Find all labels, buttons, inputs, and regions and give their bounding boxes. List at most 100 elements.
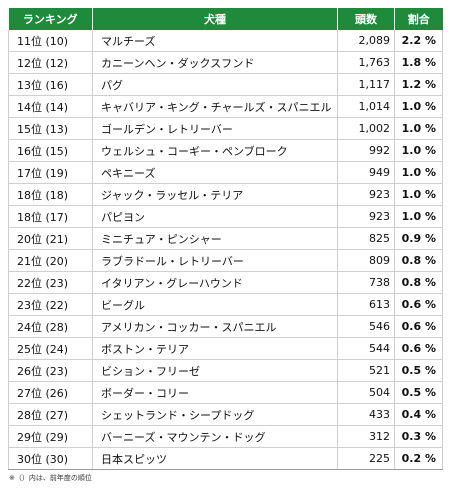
rank-cell: 18位 (18) [8,183,93,206]
count-cell: 544 [337,337,395,360]
table-row: 18位 (17) パピヨン 923 1.0 % [8,205,443,228]
table-row: 30位 (30) 日本スピッツ 225 0.2 % [8,447,443,470]
rank-cell: 11位 (10) [8,30,93,52]
breed-cell: ゴールデン・レトリーバー [92,117,338,140]
count-cell: 1,014 [337,95,395,118]
share-cell: 0.8 % [394,249,443,272]
breed-cell: ボーダー・コリー [92,381,338,404]
table-row: 13位 (16) パグ 1,117 1.2 % [8,73,443,96]
table-row: 20位 (21) ミニチュア・ピンシャー 825 0.9 % [8,227,443,250]
breed-ranking-table: ランキング 犬種 頭数 割合 11位 (10) マルチーズ 2,089 2.2 % 12… [8,8,443,470]
footnote: ※（）内は、前年度の順位 [9,474,92,482]
count-cell: 504 [337,381,395,404]
rank-cell: 23位 (22) [8,293,93,316]
table-row: 12位 (12) カニーンヘン・ダックスフンド 1,763 1.8 % [8,51,443,74]
table-row: 16位 (15) ウェルシュ・コーギー・ペンブローク 992 1.0 % [8,139,443,162]
table-body: 11位 (10) マルチーズ 2,089 2.2 % 12位 (12) カニーンヘン・ダッ… [8,30,443,470]
share-cell: 1.0 % [394,95,443,118]
count-cell: 992 [337,139,395,162]
table-row: 15位 (13) ゴールデン・レトリーバー 1,002 1.0 % [8,117,443,140]
rank-cell: 14位 (14) [8,95,93,118]
table-row: 17位 (19) ペキニーズ 949 1.0 % [8,161,443,184]
share-cell: 1.2 % [394,73,443,96]
table-row: 27位 (26) ボーダー・コリー 504 0.5 % [8,381,443,404]
rank-cell: 22位 (23) [8,271,93,294]
share-cell: 0.5 % [394,359,443,382]
rank-cell: 15位 (13) [8,117,93,140]
rank-cell: 28位 (27) [8,403,93,426]
header-share: 割合 [394,8,443,30]
rank-cell: 25位 (24) [8,337,93,360]
table-row: 25位 (24) ボストン・テリア 544 0.6 % [8,337,443,360]
share-cell: 1.0 % [394,117,443,140]
table-row: 14位 (14) キャバリア・キング・チャールズ・スパニエル 1,014 1.0 % [8,95,443,118]
rank-cell: 20位 (21) [8,227,93,250]
header-count: 頭数 [337,8,395,30]
breed-cell: ボストン・テリア [92,337,338,360]
table-row: 24位 (28) アメリカン・コッカー・スパニエル 546 0.6 % [8,315,443,338]
share-cell: 0.2 % [394,447,443,470]
count-cell: 521 [337,359,395,382]
share-cell: 0.4 % [394,403,443,426]
rank-cell: 17位 (19) [8,161,93,184]
share-cell: 1.0 % [394,205,443,228]
breed-cell: アメリカン・コッカー・スパニエル [92,315,338,338]
table-row: 22位 (23) イタリアン・グレーハウンド 738 0.8 % [8,271,443,294]
count-cell: 225 [337,447,395,470]
table-row: 23位 (22) ビーグル 613 0.6 % [8,293,443,316]
breed-cell: 日本スピッツ [92,447,338,470]
count-cell: 1,763 [337,51,395,74]
breed-cell: ラブラドール・レトリーバー [92,249,338,272]
rank-cell: 24位 (28) [8,315,93,338]
share-cell: 0.6 % [394,293,443,316]
count-cell: 738 [337,271,395,294]
rank-cell: 26位 (23) [8,359,93,382]
share-cell: 2.2 % [394,30,443,52]
breed-cell: パグ [92,73,338,96]
rank-cell: 21位 (20) [8,249,93,272]
share-cell: 1.0 % [394,139,443,162]
table-row: 26位 (23) ビション・フリーゼ 521 0.5 % [8,359,443,382]
share-cell: 0.9 % [394,227,443,250]
breed-cell: バーニーズ・マウンテン・ドッグ [92,425,338,448]
breed-cell: ジャック・ラッセル・テリア [92,183,338,206]
rank-cell: 30位 (30) [8,447,93,470]
count-cell: 433 [337,403,395,426]
share-cell: 0.6 % [394,315,443,338]
breed-cell: イタリアン・グレーハウンド [92,271,338,294]
breed-cell: カニーンヘン・ダックスフンド [92,51,338,74]
table-row: 21位 (20) ラブラドール・レトリーバー 809 0.8 % [8,249,443,272]
breed-cell: マルチーズ [92,30,338,52]
rank-cell: 16位 (15) [8,139,93,162]
header-breed: 犬種 [92,8,338,30]
count-cell: 312 [337,425,395,448]
count-cell: 1,117 [337,73,395,96]
breed-cell: パピヨン [92,205,338,228]
breed-cell: ミニチュア・ピンシャー [92,227,338,250]
share-cell: 0.3 % [394,425,443,448]
share-cell: 0.8 % [394,271,443,294]
header-rank: ランキング [8,8,93,30]
rank-cell: 18位 (17) [8,205,93,228]
rank-cell: 13位 (16) [8,73,93,96]
count-cell: 2,089 [337,30,395,52]
share-cell: 0.5 % [394,381,443,404]
header-row: ランキング 犬種 頭数 割合 [8,8,443,30]
breed-cell: ビション・フリーゼ [92,359,338,382]
share-cell: 1.0 % [394,183,443,206]
share-cell: 1.8 % [394,51,443,74]
breed-cell: キャバリア・キング・チャールズ・スパニエル [92,95,338,118]
count-cell: 1,002 [337,117,395,140]
rank-cell: 12位 (12) [8,51,93,74]
rank-cell: 27位 (26) [8,381,93,404]
count-cell: 613 [337,293,395,316]
breed-cell: ペキニーズ [92,161,338,184]
share-cell: 1.0 % [394,161,443,184]
count-cell: 923 [337,183,395,206]
count-cell: 825 [337,227,395,250]
table-row: 18位 (18) ジャック・ラッセル・テリア 923 1.0 % [8,183,443,206]
rank-cell: 29位 (29) [8,425,93,448]
table-row: 29位 (29) バーニーズ・マウンテン・ドッグ 312 0.3 % [8,425,443,448]
breed-cell: シェットランド・シープドッグ [92,403,338,426]
ranking-container: ランキング 犬種 頭数 割合 11位 (10) マルチーズ 2,089 2.2 % 12… [8,8,443,483]
